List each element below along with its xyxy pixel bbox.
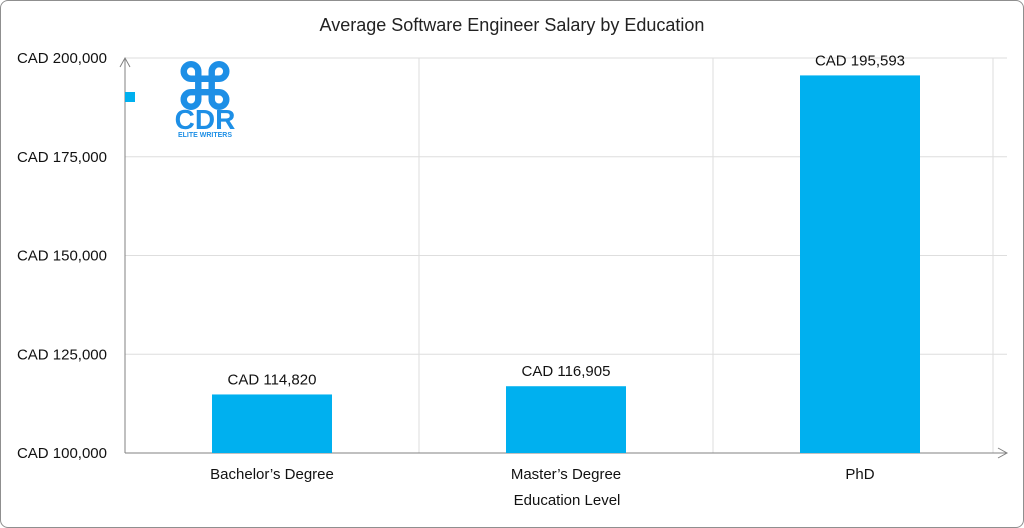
x-tick-label: Bachelor’s Degree: [210, 466, 334, 483]
y-tick-label: CAD 175,000: [17, 149, 107, 166]
logo: ⌘ CDR ELITE WRITERS: [174, 54, 236, 139]
bar: [212, 394, 332, 453]
bar-value-label: CAD 114,820: [228, 371, 317, 388]
logo-subtitle: ELITE WRITERS: [178, 132, 232, 139]
bar: [506, 386, 626, 453]
bars: [212, 75, 920, 453]
data-labels: CAD 114,820 CAD 116,905 CAD 195,593: [228, 52, 906, 388]
y-axis-arrow: [119, 56, 131, 68]
chart-title: Average Software Engineer Salary by Educ…: [320, 15, 705, 35]
logo-mark: ⌘: [174, 54, 236, 123]
y-tick-label: CAD 200,000: [17, 50, 107, 67]
legend-swatch: [125, 92, 135, 102]
legend: [125, 92, 135, 102]
bar-value-label: CAD 195,593: [815, 52, 905, 69]
x-axis-arrow: [997, 447, 1009, 459]
logo-wordmark: CDR: [175, 104, 236, 135]
y-tick-label: CAD 100,000: [17, 445, 107, 462]
y-tick-label: CAD 150,000: [17, 248, 107, 265]
y-tick-label: CAD 125,000: [17, 346, 107, 363]
x-tick-label: Master’s Degree: [511, 466, 621, 483]
x-tick-label: PhD: [845, 466, 874, 483]
x-axis-title: Education Level: [514, 492, 621, 509]
bar: [800, 75, 920, 453]
bar-value-label: CAD 116,905: [522, 363, 611, 380]
